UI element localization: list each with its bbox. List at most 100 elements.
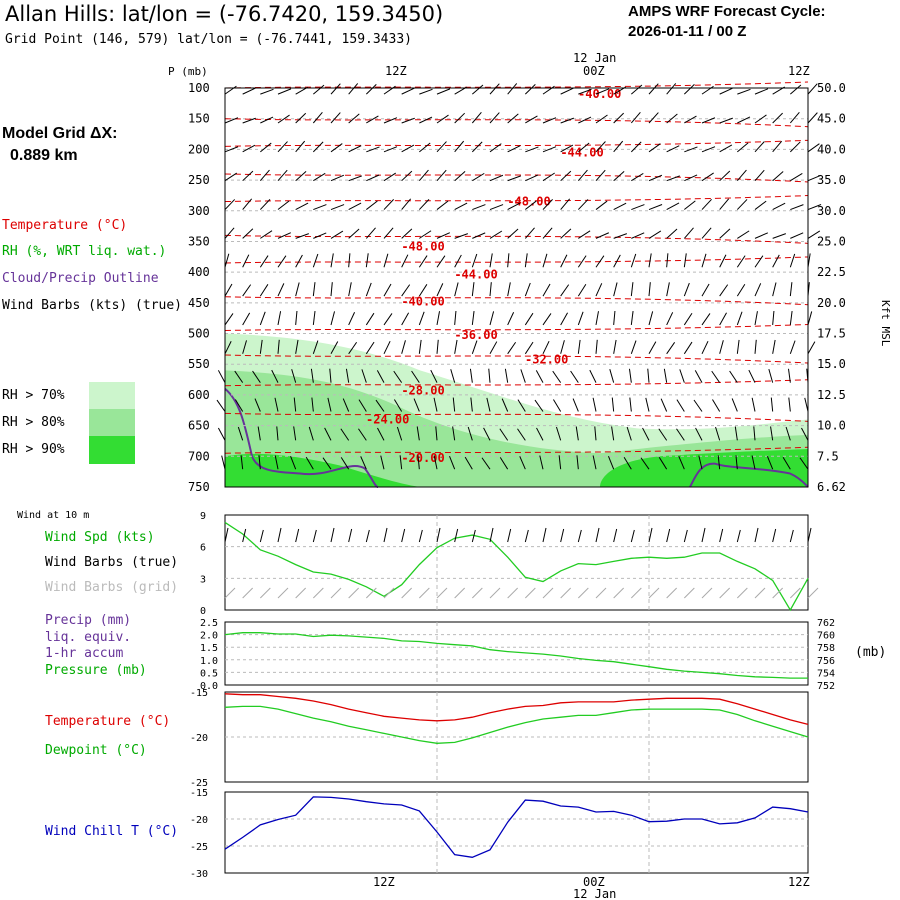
- surface-wind-barb: [772, 528, 777, 543]
- wind-barb: [365, 312, 375, 326]
- wind-barb: [411, 370, 420, 383]
- surface-grid-barb: [489, 587, 501, 599]
- height-tick-label: 17.5: [817, 327, 846, 341]
- wind-barb: [676, 399, 685, 412]
- wind-barb: [418, 255, 428, 268]
- wind-barb: [658, 428, 668, 441]
- legend-cloud-outline: Cloud/Precip Outline: [2, 271, 159, 286]
- wind-barb: [772, 171, 784, 182]
- wind-barb: [647, 368, 650, 383]
- wind-barb: [259, 199, 271, 210]
- wind-barb: [789, 310, 793, 326]
- wind-barb: [471, 310, 475, 326]
- wind-barb: [648, 230, 662, 239]
- wind-barb: [719, 284, 729, 297]
- wind-barb: [613, 233, 627, 239]
- wind-barb: [715, 426, 721, 441]
- wind-barb: [666, 341, 676, 355]
- surface-wind-barb: [330, 527, 335, 543]
- wind-barb: [312, 111, 323, 124]
- wind-barb: [542, 340, 550, 355]
- wind-barb: [782, 456, 791, 470]
- wind-barb: [785, 426, 791, 441]
- temperature-contour-label: -44.00: [454, 268, 497, 282]
- wind-barb: [252, 370, 261, 383]
- wind-barb: [259, 284, 269, 297]
- legend-swatch-rh80: [89, 409, 135, 436]
- height-tick-label: 20.0: [817, 296, 846, 310]
- surface-grid-barb: [666, 587, 678, 599]
- wind-barb: [684, 146, 698, 153]
- wind-barb: [401, 340, 406, 354]
- wind-barb: [377, 427, 385, 441]
- wind-barb: [754, 255, 764, 268]
- wind-barb: [295, 140, 306, 153]
- legend-pressure: Pressure (mb): [45, 663, 147, 678]
- wind-barb: [277, 283, 285, 297]
- surface-grid-barb: [542, 587, 554, 599]
- wind-barb: [772, 112, 783, 124]
- pressure-tick-label: 350: [188, 234, 210, 248]
- pressure-tick-label: 400: [188, 265, 210, 279]
- wind-barb: [595, 311, 599, 326]
- wind-barb: [436, 200, 449, 210]
- wind-barb: [418, 339, 422, 354]
- wind-barb: [790, 232, 804, 239]
- temperature-tick-label: -15: [190, 688, 208, 699]
- wind-barb: [577, 339, 581, 354]
- wind-barb: [489, 83, 500, 95]
- wind-barb: [648, 143, 661, 153]
- wind-barb: [517, 399, 526, 412]
- wind-barb: [507, 253, 510, 268]
- wind-barb: [560, 228, 572, 239]
- surface-wind-barb: [630, 529, 635, 543]
- date-label-top: 12 Jan: [573, 51, 616, 65]
- wind-barb: [242, 254, 250, 268]
- wind-barb: [221, 455, 226, 470]
- wind-barb: [295, 254, 303, 268]
- wind-barb: [772, 233, 786, 239]
- wind-barb: [393, 399, 403, 412]
- wind-barb: [507, 175, 521, 182]
- wind-barb: [789, 340, 796, 354]
- wind-barb: [684, 200, 696, 210]
- windchill-panel-frame: [224, 791, 809, 874]
- surface-wind-barb: [507, 528, 512, 543]
- wind-barb: [401, 87, 415, 95]
- wind-barb: [631, 84, 643, 95]
- temperature-contour-label: -40.00: [578, 87, 621, 101]
- legend-swatch-rh90: [89, 436, 135, 464]
- wind-barb: [383, 340, 391, 355]
- precip-tick-label: 1.5: [200, 643, 218, 654]
- wind-barb: [789, 141, 801, 153]
- wind-barb: [648, 253, 652, 268]
- wind-barb: [807, 204, 822, 211]
- wind-barb: [348, 253, 351, 268]
- wind-barb: [290, 455, 297, 470]
- wind-barb: [719, 170, 731, 182]
- wind-barb: [295, 233, 309, 239]
- wind-barb: [592, 397, 597, 412]
- wind-barb: [570, 370, 579, 383]
- wind-barb: [452, 397, 456, 412]
- wind-barb: [436, 88, 451, 95]
- legend-liq-equiv: liq. equiv.: [45, 630, 132, 645]
- wind-barb: [560, 312, 569, 326]
- wind-barb: [224, 313, 234, 326]
- wind-barb: [772, 140, 783, 153]
- temperature-contour: [224, 446, 809, 454]
- wind-barb: [648, 311, 654, 326]
- wind-barb: [242, 228, 254, 239]
- wind-barb: [536, 427, 544, 441]
- wind-barb: [520, 369, 526, 383]
- wind-barb: [701, 146, 716, 153]
- wind-barb: [330, 230, 344, 239]
- wind-barb: [242, 87, 256, 95]
- station-title: Allan Hills: lat/lon = (-76.7420, 159.34…: [5, 2, 444, 26]
- temperature-contour: [224, 81, 809, 89]
- wind-barb: [259, 255, 269, 268]
- wind-barb: [524, 282, 531, 297]
- surface-grid-barb: [348, 587, 360, 599]
- wind-barb: [595, 200, 608, 210]
- wind-barb: [242, 284, 252, 297]
